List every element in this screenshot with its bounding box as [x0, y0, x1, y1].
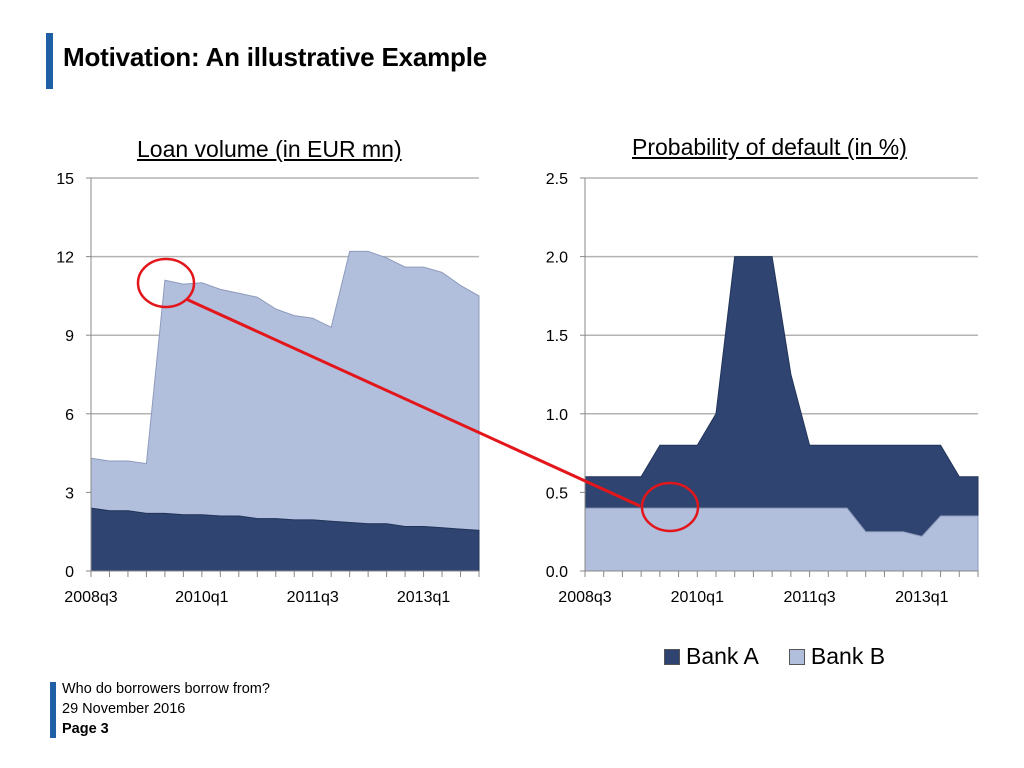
pd-x-tick-label: 2010q1	[671, 589, 724, 606]
loan-volume-chart-title: Loan volume (in EUR mn)	[137, 136, 402, 162]
highlight-circle-pd	[640, 481, 700, 533]
legend-label-bank-b: Bank B	[810, 643, 886, 669]
loan-volume-y-tick-label: 15	[56, 171, 74, 188]
loan-volume-area-bank-b	[90, 250, 480, 531]
footer-page-number: Page 3	[62, 721, 109, 737]
pd-x-tick-label: 2008q3	[558, 589, 611, 606]
highlight-circle-loan-volume	[136, 257, 196, 309]
loan-volume-y-tick-label: 3	[65, 485, 74, 502]
loan-volume-x-tick-label: 2008q3	[64, 589, 117, 606]
highlight-connector-line	[185, 297, 641, 508]
pd-y-tick-label: 0.5	[546, 485, 568, 502]
legend-item-bank-b: Bank B	[788, 643, 886, 670]
pd-y-tick-label: 1.5	[546, 328, 568, 345]
pd-x-tick-label: 2011q3	[783, 589, 835, 606]
pd-y-tick-label: 2.0	[546, 250, 568, 267]
pd-y-tick-label: 0.0	[546, 564, 568, 581]
loan-volume-y-tick-label: 12	[56, 250, 74, 267]
loan-volume-x-tick-label: 2011q3	[287, 589, 339, 606]
loan-volume-y-tick-label: 6	[65, 407, 74, 424]
loan-volume-x-tick-label: 2010q1	[175, 589, 228, 606]
pd-x-tick-label: 2013q1	[895, 589, 948, 606]
loan-volume-y-tick-label: 0	[65, 564, 74, 581]
bank-b-swatch	[788, 648, 805, 665]
footer-date: 29 November 2016	[62, 701, 186, 717]
title-accent-bar	[46, 33, 53, 89]
pd-y-tick-label: 1.0	[546, 407, 568, 424]
legend-label-bank-a: Bank A	[686, 643, 759, 669]
bank-a-swatch	[664, 648, 680, 665]
probability-of-default-chart-title: Probability of default (in %)	[632, 134, 907, 160]
loan-volume-y-tick-label: 9	[65, 328, 74, 345]
page-title: Motivation: An illustrative Example	[63, 42, 488, 72]
pd-area-bank-a	[584, 256, 979, 537]
pd-y-tick-label: 2.5	[546, 171, 568, 188]
loan-volume-x-tick-label: 2013q1	[397, 589, 450, 606]
legend-item-bank-a: Bank A	[664, 643, 759, 670]
chart-legend: Bank A Bank B	[664, 643, 915, 670]
footer-accent-bar	[50, 682, 56, 738]
footer-subtitle: Who do borrowers borrow from?	[62, 681, 270, 697]
